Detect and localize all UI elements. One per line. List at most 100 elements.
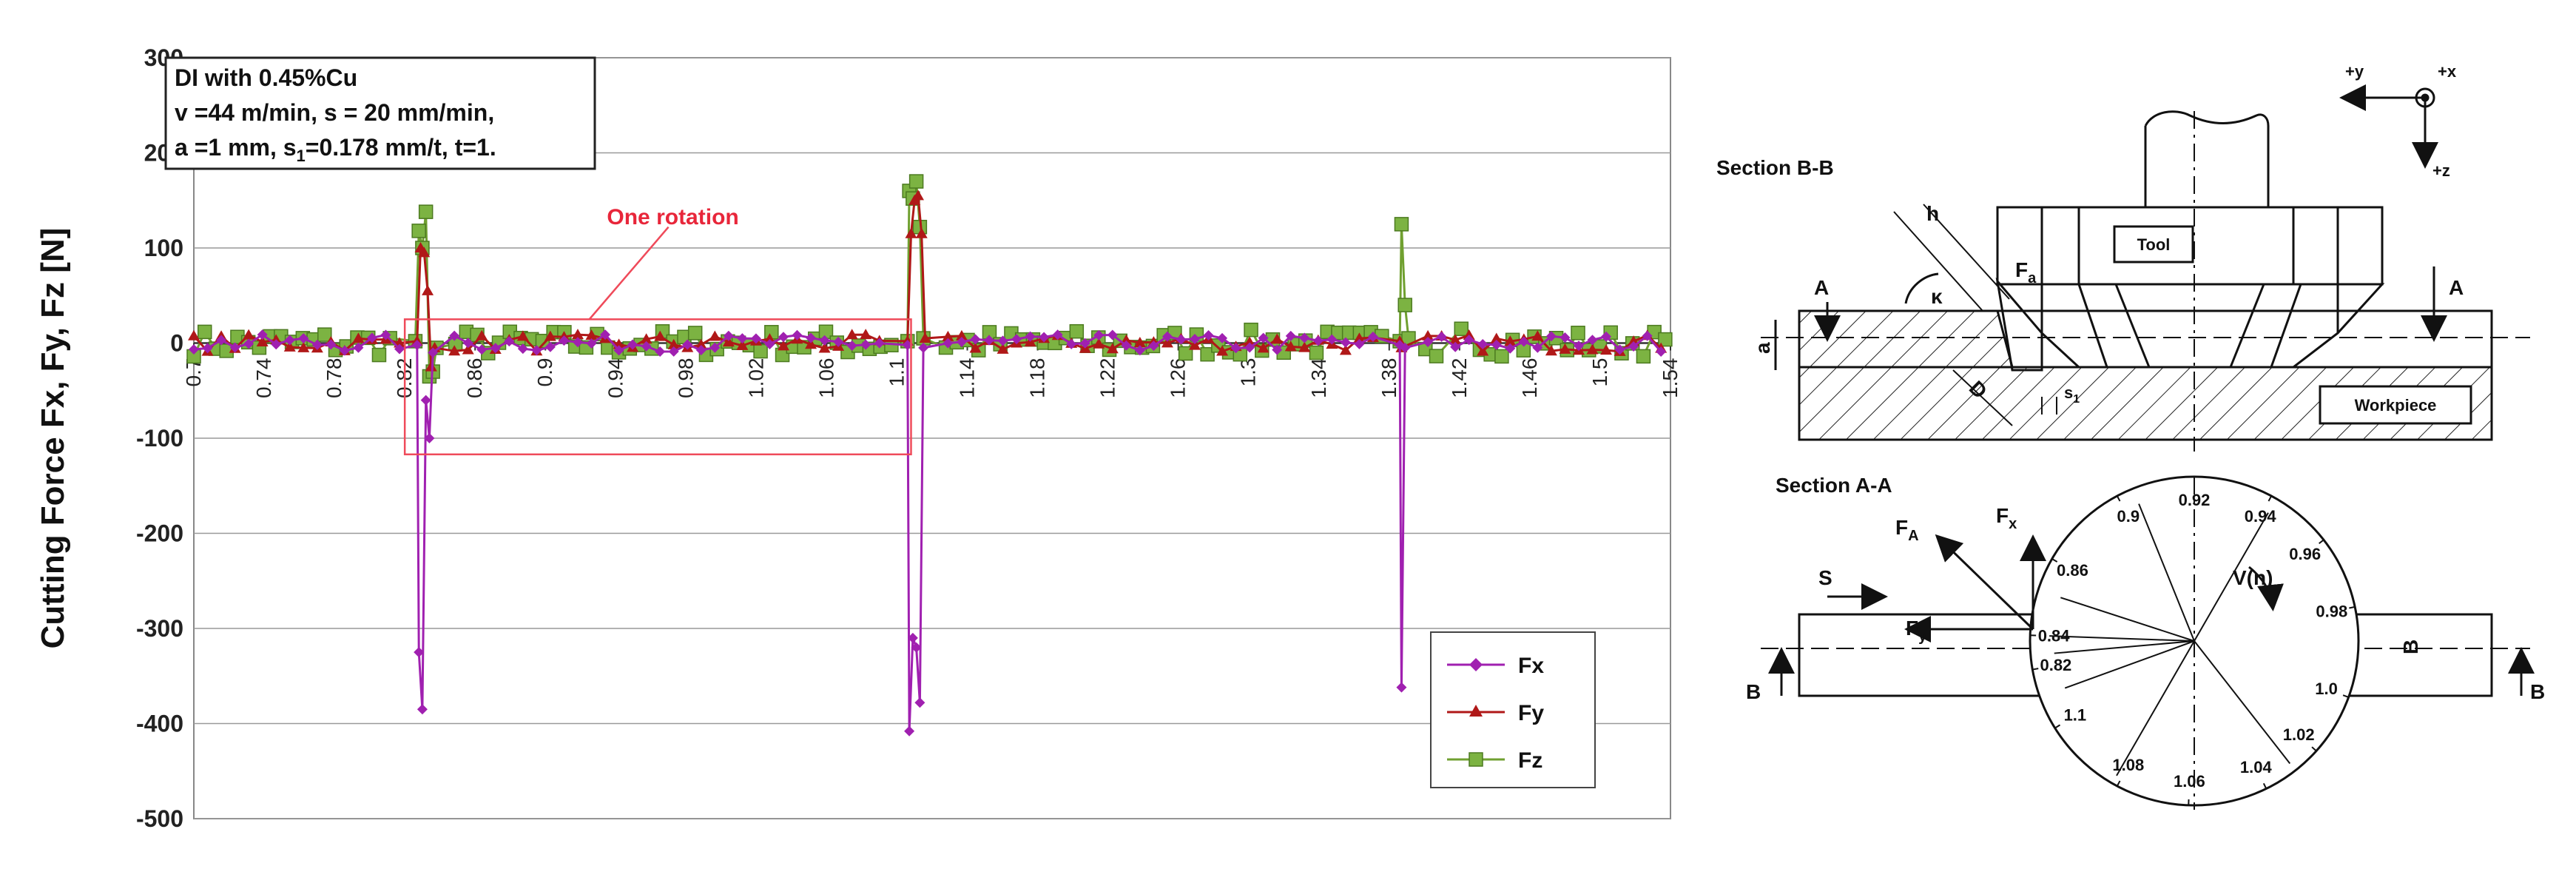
label-fy-main: F <box>1906 617 1918 640</box>
fy-point <box>911 189 924 201</box>
circle-mark-label: 1.02 <box>2283 725 2315 744</box>
fx-point <box>1244 342 1255 353</box>
fz-point <box>1069 323 1085 339</box>
fx-point <box>1532 342 1543 353</box>
fy-point <box>297 341 310 352</box>
fx-point <box>1312 335 1324 346</box>
fx-point <box>216 335 227 346</box>
fz-point <box>418 204 434 219</box>
fx-point <box>1093 329 1105 340</box>
fy-point <box>722 336 735 347</box>
fy-point <box>1531 330 1544 341</box>
fx-point <box>394 343 405 355</box>
fx-point <box>1079 338 1090 349</box>
fz-point <box>371 347 387 363</box>
tool-teeth-lines <box>2049 503 2291 776</box>
fy-point <box>283 340 296 352</box>
fz-point <box>1636 349 1651 364</box>
workpiece-label-box <box>2319 385 2472 425</box>
x-tick-label: 1.46 <box>1518 358 1541 399</box>
fx-point <box>846 340 857 352</box>
fx-point <box>1560 332 1571 343</box>
fx-point <box>1601 331 1612 342</box>
tooth-line <box>2060 597 2195 642</box>
fx-point <box>1396 682 1407 693</box>
fx-point <box>380 329 391 340</box>
fx-point <box>613 345 624 356</box>
fx-point <box>189 343 199 355</box>
fy-point <box>422 284 434 295</box>
circle-tick <box>2349 605 2356 609</box>
dim-d-line <box>1952 369 2013 426</box>
fx-point <box>586 338 597 349</box>
legend-fz-marker <box>1469 752 1483 767</box>
fx-point <box>326 339 337 350</box>
fx-point <box>943 338 954 349</box>
fx-point <box>1518 336 1529 347</box>
fy-point <box>1353 332 1366 343</box>
fx-point <box>490 343 501 354</box>
circle-mark-label: 1.08 <box>2112 756 2144 774</box>
fx-point <box>462 338 473 349</box>
fx-point <box>907 632 918 643</box>
fx-point <box>1025 331 1036 342</box>
section-bb-title: Section B-B <box>1716 156 1834 179</box>
coordinate-axes: +y +x +z <box>2339 62 2457 180</box>
fx-point <box>750 333 761 344</box>
fx-point <box>1642 330 1653 341</box>
fz-point <box>1454 321 1469 336</box>
fx-point <box>668 346 679 357</box>
fx-point <box>298 333 309 344</box>
fz-point <box>1309 345 1324 360</box>
tool-body: Tool <box>1995 206 2385 369</box>
fz-point <box>1397 298 1412 312</box>
x-tick-label: 0.9 <box>533 358 556 387</box>
label-feed-s: S <box>1818 566 1832 589</box>
circle-mark-label: 1.04 <box>2240 758 2273 776</box>
circle-tick <box>2311 746 2317 752</box>
one-rotation-box <box>403 318 912 456</box>
label-fa-sub: a <box>2028 270 2037 286</box>
y-tick-label: 100 <box>144 235 183 261</box>
fy-point <box>425 360 437 372</box>
fy-point <box>1463 329 1475 340</box>
label-plus-y: +y <box>2345 62 2364 81</box>
fx-point <box>202 343 213 354</box>
fy-point <box>709 330 721 341</box>
fx-point <box>366 332 377 343</box>
fy-point <box>805 338 817 349</box>
section-a-left-label: A <box>1814 276 1829 299</box>
fy-point <box>915 227 928 238</box>
fx-point <box>517 343 528 355</box>
legend-fy-marker <box>1469 705 1483 717</box>
fy-point <box>1271 333 1284 344</box>
conditions-annotation: DI with 0.45%Cu v =44 m/min, s = 20 mm/m… <box>164 56 596 170</box>
fx-point <box>709 342 721 353</box>
label-fx-main: F <box>1996 504 2009 527</box>
x-tick-label: 1.34 <box>1307 358 1330 399</box>
fz-point <box>1178 346 1193 361</box>
legend-fy-label: Fy <box>1518 701 1544 725</box>
circle-mark-label: 0.86 <box>2057 561 2088 580</box>
fz-point <box>1571 326 1585 340</box>
fy-point <box>846 329 858 340</box>
fx-point <box>1121 340 1132 351</box>
fx-point <box>420 395 431 406</box>
fx-point <box>353 342 364 353</box>
fy-point <box>1504 335 1517 346</box>
fx-point <box>764 338 775 349</box>
fy-point <box>476 329 488 340</box>
fx-point <box>257 329 268 340</box>
fy-point <box>818 342 831 353</box>
tooth-line <box>2054 640 2195 654</box>
fx-point <box>1436 331 1447 342</box>
fy-point <box>736 339 749 350</box>
tooth-line <box>2049 635 2195 642</box>
annotation-line-1: DI with 0.45%Cu <box>175 64 357 91</box>
fy-point <box>1477 345 1489 356</box>
tooth-line <box>2194 640 2291 765</box>
section-a-right-label: A <box>2449 276 2464 299</box>
fx-point <box>1203 329 1214 340</box>
fy-point <box>243 329 255 340</box>
